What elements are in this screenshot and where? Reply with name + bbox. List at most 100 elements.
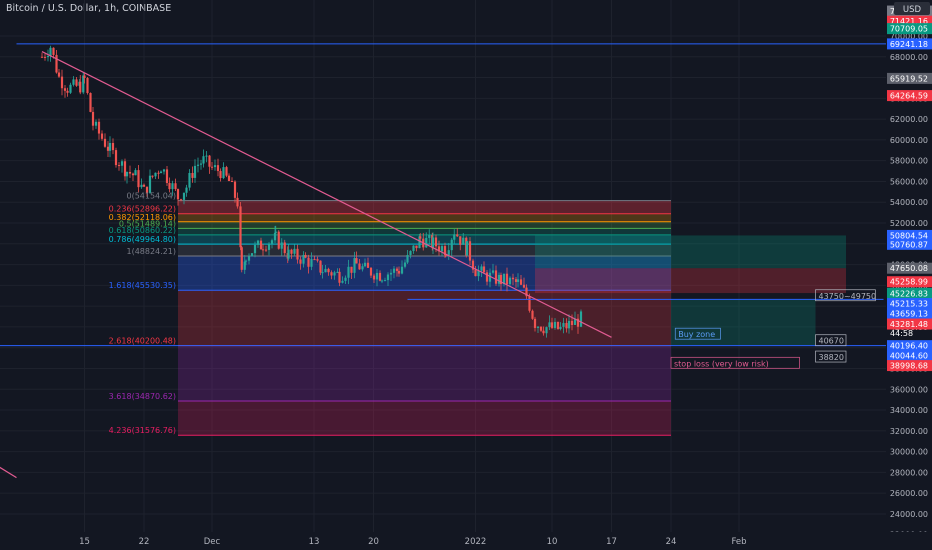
candle-body [299, 259, 302, 264]
price-tag [887, 318, 932, 330]
candle-body [310, 259, 313, 267]
fibonacci-extension[interactable] [178, 200, 671, 436]
candle-body [83, 75, 86, 79]
candle-body [419, 236, 422, 239]
candle-body [176, 189, 180, 200]
candle-body [210, 166, 214, 168]
candle-body [576, 318, 580, 327]
price-tag [887, 298, 932, 310]
candle-body [193, 165, 197, 178]
fib-band [178, 400, 671, 436]
annotation-box [674, 327, 721, 340]
time-axis[interactable]: 15 22 Dec 13 20 2022 10 17 24 Feb [0, 532, 932, 550]
candle-body [185, 187, 188, 193]
candle-body [199, 163, 203, 165]
price-tag [887, 350, 932, 362]
candle-body [471, 260, 475, 270]
candle-body [137, 170, 140, 188]
candle-body [344, 277, 347, 281]
candle-body [49, 47, 52, 57]
candle-body [128, 171, 132, 174]
price-tag [887, 276, 932, 288]
drawing-layer[interactable] [0, 43, 886, 479]
candle-body [240, 247, 243, 270]
candle-body [443, 246, 447, 256]
candle-body [550, 322, 554, 328]
candle-body [162, 169, 166, 172]
candle-body [142, 184, 146, 187]
annotation-label: 38820 [819, 353, 844, 362]
candle-body [106, 146, 110, 151]
candle-body [202, 156, 205, 164]
candle-body [120, 161, 124, 166]
candle-body [57, 72, 61, 77]
candle-body [225, 167, 228, 176]
candle-body [514, 279, 518, 282]
price-tick-label: 24000.00 [890, 510, 928, 519]
candle-body [570, 320, 574, 325]
candle-body [567, 320, 571, 329]
candle-body [431, 237, 435, 248]
price-tag [887, 72, 932, 84]
candle-body [94, 121, 98, 126]
fib-band [178, 290, 671, 346]
time-tick-label: 15 [79, 537, 90, 547]
candle-body [497, 274, 501, 284]
candle-body [412, 245, 415, 251]
candle-body [316, 259, 319, 261]
price-tag [887, 238, 932, 250]
candle-body [270, 240, 274, 244]
candle-body [447, 250, 450, 256]
candle-body [358, 263, 361, 270]
candle-body [239, 206, 242, 248]
price-tag [887, 90, 932, 102]
price-axis[interactable]: 22000.0024000.0026000.0028000.0030000.00… [886, 0, 932, 550]
candle-body [179, 199, 183, 201]
candle-body [482, 266, 486, 273]
candle-body [440, 246, 444, 252]
candle-body [406, 255, 409, 263]
price-tag [887, 262, 932, 274]
candle-body [117, 165, 121, 167]
candle-body [131, 173, 135, 176]
candle-body [511, 277, 515, 280]
fib-band [178, 200, 671, 214]
position-tool[interactable] [535, 235, 846, 346]
price-tick-label: 70000.00 [890, 32, 928, 41]
candle-body [361, 266, 364, 270]
trend-line [41, 51, 612, 338]
candle-body [244, 260, 248, 262]
candle-body [219, 171, 222, 179]
candle-body [327, 268, 330, 273]
fib-band [178, 221, 671, 229]
price-tag-label: 45215.33 [890, 300, 928, 309]
annotation-label: 43750~49750 [819, 292, 877, 301]
price-tag-label: 40196.40 [890, 342, 928, 351]
time-tick-label: 13 [309, 537, 320, 547]
candle-body [196, 164, 200, 166]
candle-body [400, 266, 404, 274]
candle-body [174, 183, 177, 190]
price-tag [887, 360, 932, 372]
price-tick-label: 34000.00 [890, 406, 928, 415]
annotation-box [815, 350, 847, 363]
candle-body [494, 270, 498, 284]
price-tick-label: 52000.00 [890, 219, 928, 228]
candle-body [114, 150, 118, 166]
candle-body [533, 318, 537, 328]
candle-body [456, 234, 459, 237]
candle-body [91, 111, 95, 126]
candle-body [453, 234, 456, 240]
candle-body [505, 273, 509, 285]
candle-body [333, 272, 336, 276]
fib-level-label: 0.382(52118.06) [109, 213, 176, 222]
price-tag [887, 287, 932, 299]
candle-body [378, 272, 382, 281]
candle-body [188, 172, 191, 188]
fib-band [178, 256, 671, 291]
candle-body [542, 330, 545, 334]
candle-body [519, 279, 523, 285]
price-tag-label: 65919.52 [890, 74, 928, 83]
candle-body [290, 249, 293, 254]
